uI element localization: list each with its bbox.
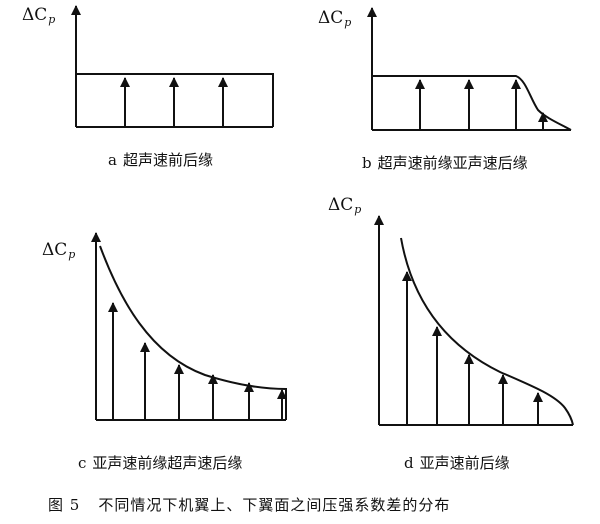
panel-c-caption: c 亚声速前缘超声速后缘	[78, 454, 243, 472]
panel-a-diagram	[71, 5, 274, 128]
figure-title: 图 5 不同情况下机翼上、下翼面之间压强系数差的分布	[48, 494, 450, 515]
panel-b-pressure-curve	[372, 75, 572, 131]
panel-d-pressure-curve	[400, 237, 574, 426]
panel-d-caption: d 亚声速前后缘	[404, 454, 510, 472]
panel-c-pressure-curve	[99, 245, 287, 420]
figure-number: 图 5	[48, 496, 81, 514]
panel-c-diagram	[91, 232, 287, 421]
panel-b-diagram	[367, 7, 572, 131]
panel-d-axis-label: ΔCp	[328, 195, 362, 216]
panel-a-axis-label: ΔCp	[22, 5, 56, 26]
figure-title-text: 不同情况下机翼上、下翼面之间压强系数差的分布	[98, 496, 451, 514]
panel-a-pressure-curve	[76, 73, 274, 127]
panel-d-diagram	[374, 215, 574, 426]
panel-b-axis-label: ΔCp	[318, 8, 352, 29]
panel-c-axis-label: ΔCp	[42, 240, 76, 261]
panel-b-caption: b 超声速前缘亚声速后缘	[362, 154, 528, 172]
panel-a-caption: a 超声速前后缘	[108, 151, 213, 169]
